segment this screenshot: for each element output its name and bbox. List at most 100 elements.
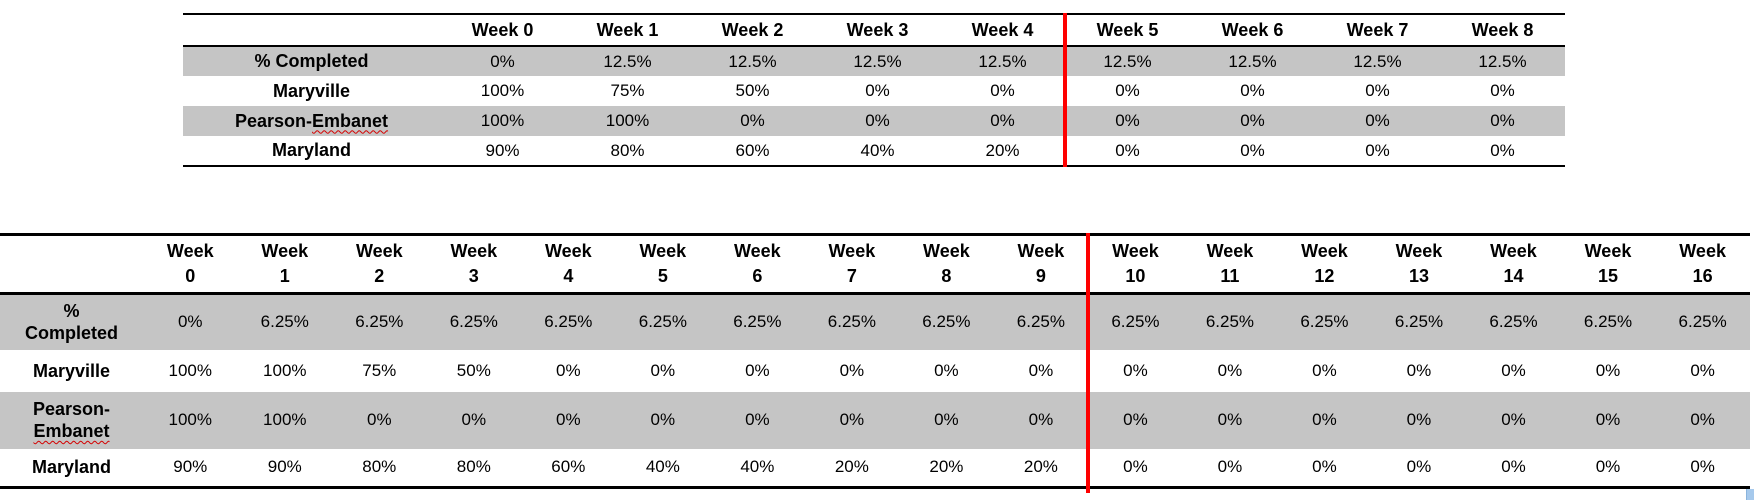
value-cell: 12.5% (1103, 51, 1152, 71)
value-cell: 12.5% (1478, 51, 1527, 71)
row-label: Maryville (183, 76, 440, 106)
value-cell: 12.5% (728, 51, 777, 71)
value-cell: 0% (934, 360, 959, 380)
table-row: Maryland 90% 90% 80% 80% 60% 40% 40% 20% 20% 20% 0%… (0, 449, 1750, 488)
value-cell: 0% (1690, 360, 1715, 380)
row-label: Pearson-Embanet (183, 106, 440, 136)
value-cell: 100% (263, 410, 307, 429)
value-cell: 6.25% (638, 312, 687, 332)
value-cell: 12.5% (853, 51, 902, 71)
row-label: Maryland (0, 449, 143, 488)
column-header: Week 14 (1466, 234, 1561, 295)
weekly-progress-table-16week: Week 0 Week 1 Week 2 Week 3 Week 4 Week 5 Week 6 Week 7… (0, 233, 1750, 489)
value-cell: 0% (1690, 410, 1715, 429)
column-header: Week 0 (440, 14, 565, 47)
misspelled-word: Embanet (312, 110, 389, 131)
value-cell: 100% (168, 410, 212, 429)
value-cell: 40% (740, 457, 775, 477)
data-table: Week 0 Week 1 Week 2 Week 3 Week 4 Week 5 Week… (183, 13, 1565, 167)
value-cell: 6.25% (1300, 312, 1349, 332)
value-cell: 100% (168, 360, 212, 380)
value-cell: 0% (990, 111, 1015, 130)
value-cell: 0% (1240, 111, 1265, 130)
column-header: Week 10 (1088, 234, 1183, 295)
value-cell: 80% (456, 457, 491, 477)
column-header: Week 6 (1190, 14, 1315, 47)
column-header: Week 8 (1440, 14, 1565, 47)
table-row: Pearson- Embanet 100% 100% 0% 0% 0% 0% 0% 0% 0% 0% 0… (0, 391, 1750, 449)
value-cell: 0% (1595, 410, 1621, 429)
value-cell: 6.25% (733, 312, 782, 332)
weekly-progress-table-8week: Week 0 Week 1 Week 2 Week 3 Week 4 Week 5 Week… (183, 13, 1565, 167)
value-cell: 0% (1115, 81, 1140, 100)
value-cell: 0% (1406, 360, 1432, 380)
table-row: % Completed 0% 12.5% 12.5% 12.5% 12.5% 12.5% 12… (183, 46, 1565, 76)
value-cell: 0% (1123, 360, 1148, 380)
value-cell: 0% (1217, 457, 1243, 477)
value-cell: 0% (1312, 360, 1337, 380)
table-row: Maryville 100% 100% 75% 50% 0% 0% 0% 0% 0% 0% 0% 0% 0… (0, 350, 1750, 392)
value-cell: 0% (934, 410, 959, 429)
value-cell: 20% (929, 457, 964, 477)
value-cell: 0% (556, 360, 581, 380)
value-cell: 90% (485, 140, 520, 160)
column-header: Week 9 (993, 234, 1089, 295)
value-cell: 0% (461, 410, 487, 429)
row-label: Maryville (0, 350, 143, 392)
value-cell: 60% (735, 140, 770, 160)
value-cell: 0% (1365, 140, 1390, 160)
row-label-text: Pearson- (234, 110, 312, 131)
row-label-text: Completed (24, 323, 118, 344)
value-cell: 0% (367, 410, 392, 429)
value-cell: 6.25% (1111, 312, 1160, 332)
value-cell: 6.25% (449, 312, 498, 332)
value-cell: 6.25% (1678, 312, 1727, 332)
table-row: Maryland 90% 80% 60% 40% 20% 0% 0% 0% 0% (183, 136, 1565, 166)
value-cell: 12.5% (1228, 51, 1277, 71)
value-cell: 6.25% (260, 312, 309, 332)
value-cell: 50% (735, 81, 770, 100)
column-header: Week 4 (940, 14, 1065, 47)
value-cell: 20% (985, 140, 1020, 160)
value-cell: 0% (839, 360, 865, 380)
value-cell: 100% (605, 111, 650, 130)
value-cell: 0% (1217, 410, 1243, 429)
row-label: Maryland (183, 136, 440, 166)
column-header: Week 1 (237, 234, 333, 295)
scrollbar-fragment[interactable] (1746, 489, 1754, 500)
value-cell: 6.25% (1394, 312, 1444, 332)
row-label-text: % (63, 301, 80, 322)
column-header: Week 3 (426, 234, 522, 295)
value-cell: 75% (362, 360, 397, 380)
value-cell: 0% (745, 410, 770, 429)
value-cell: 0% (1240, 140, 1265, 160)
value-cell: 0% (650, 360, 676, 380)
value-cell: 0% (745, 360, 770, 380)
value-cell: 6.25% (1016, 312, 1065, 332)
header-row: Week 0 Week 1 Week 2 Week 3 Week 4 Week 5 Week 6 Week 7… (0, 234, 1750, 295)
column-header: Week 8 (899, 234, 994, 295)
column-header: Week 12 (1277, 234, 1372, 295)
column-header: Week 1 (565, 14, 690, 47)
column-header: Week 5 (615, 234, 711, 295)
value-cell: 0% (1028, 410, 1054, 429)
corner-cell (0, 234, 143, 295)
value-cell: 6.25% (1489, 312, 1538, 332)
value-cell: 0% (1123, 410, 1148, 429)
value-cell: 0% (1501, 457, 1526, 477)
value-cell: 50% (456, 360, 491, 380)
row-label-text: Maryland (31, 457, 112, 478)
value-cell: 0% (740, 111, 765, 130)
value-cell: 0% (1501, 360, 1526, 380)
column-header: Week 2 (690, 14, 815, 47)
value-cell: 40% (860, 140, 895, 160)
column-header: Week 4 (521, 234, 616, 295)
value-cell: 0% (1115, 111, 1140, 130)
column-header: Week 2 (332, 234, 427, 295)
row-label-text: Maryville (32, 360, 111, 381)
value-cell: 0% (1365, 81, 1390, 100)
value-cell: 0% (556, 410, 581, 429)
column-header: Week 13 (1371, 234, 1467, 295)
value-cell: 0% (865, 111, 890, 130)
value-cell: 0% (1501, 410, 1526, 429)
